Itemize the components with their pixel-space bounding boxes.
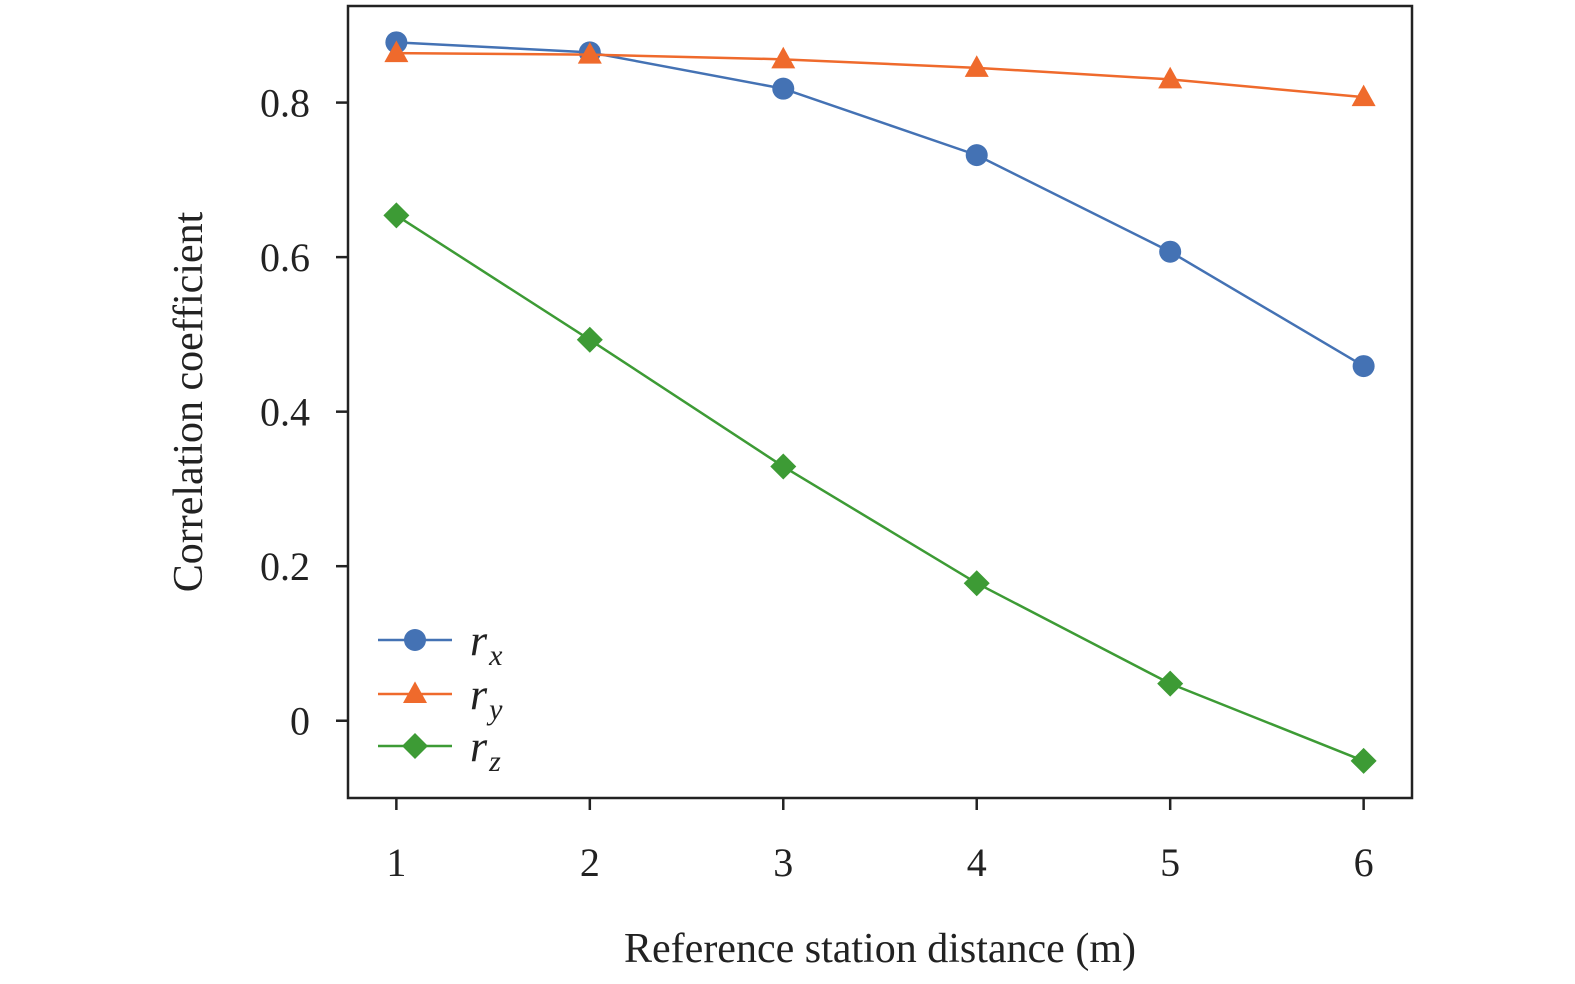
data-point-r-x — [1352, 355, 1375, 378]
data-point-r-x — [1159, 240, 1182, 263]
plot-frame — [346, 4, 1414, 800]
legend-marker-r-x — [404, 629, 426, 651]
legend-label-subscript: z — [488, 745, 501, 778]
legend-label-subscript: y — [486, 693, 503, 726]
x-tick-label: 2 — [580, 840, 600, 885]
x-tick-label: 5 — [1160, 840, 1180, 885]
data-point-r-z — [963, 570, 990, 597]
data-point-r-y — [964, 55, 989, 77]
legend-marker-r-z — [402, 733, 428, 759]
legend-label-main: r — [470, 670, 488, 719]
y-tick-label: 0 — [290, 699, 310, 744]
data-point-r-y — [384, 40, 409, 63]
series-r-y — [384, 40, 1376, 107]
legend-label-r-y: ry — [470, 670, 503, 726]
data-point-r-y — [771, 46, 796, 69]
data-point-r-z — [1350, 747, 1377, 774]
x-axis-ticks: 1 2 3 4 5 6 — [386, 798, 1374, 885]
series-r-x — [385, 31, 1375, 378]
y-axis-title: Correlation coefficient — [166, 211, 212, 592]
series-line-r-x — [396, 41, 1365, 368]
x-tick-label: 4 — [967, 840, 987, 885]
y-tick-label: 0.8 — [260, 81, 310, 126]
x-tick-label: 3 — [773, 840, 793, 885]
data-point-r-y — [1158, 66, 1183, 89]
legend-label-r-z: rz — [470, 722, 501, 778]
data-point-r-z — [383, 202, 410, 229]
data-point-r-y — [1351, 84, 1376, 107]
data-point-r-y — [577, 42, 602, 64]
legend-label-r-x: rx — [470, 616, 503, 672]
y-tick-label: 0.4 — [260, 390, 310, 435]
data-point-r-z — [1157, 670, 1184, 697]
data-point-r-z — [576, 326, 603, 353]
legend-label-main: r — [470, 722, 488, 771]
y-tick-label: 0.6 — [260, 235, 310, 280]
series-r-z — [383, 202, 1377, 774]
series-line-r-y — [396, 51, 1364, 99]
data-point-r-x — [965, 144, 988, 167]
legend-marker-r-y — [403, 681, 427, 703]
series-line-r-z — [395, 214, 1365, 763]
legend-label-main: r — [470, 616, 488, 665]
data-point-r-z — [770, 453, 797, 480]
series-layer — [383, 31, 1377, 774]
x-tick-label: 1 — [386, 840, 406, 885]
legend-label-subscript: x — [488, 639, 503, 672]
x-tick-label: 6 — [1354, 840, 1374, 885]
y-tick-label: 0.2 — [260, 544, 310, 589]
x-axis-title: Reference station distance (m) — [624, 926, 1136, 972]
y-axis-ticks: 0 0.2 0.4 0.6 0.8 — [260, 81, 348, 744]
data-point-r-x — [772, 77, 795, 100]
